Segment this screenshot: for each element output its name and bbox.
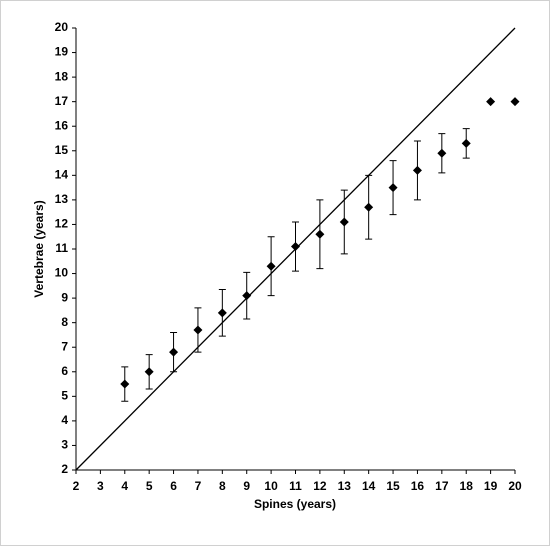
data-point [486,97,496,107]
y-tick-label: 18 [55,69,69,83]
data-point [193,325,203,335]
x-tick-label: 10 [264,479,278,493]
y-tick-label: 2 [61,462,68,476]
x-tick-label: 6 [170,479,177,493]
data-point [510,97,520,107]
y-tick-label: 16 [55,118,69,132]
x-tick-label: 11 [289,479,302,493]
y-tick-label: 9 [61,290,68,304]
x-tick-label: 7 [195,479,202,493]
y-tick-label: 19 [55,45,69,59]
y-tick-label: 7 [61,339,68,353]
y-tick-label: 6 [61,364,68,378]
data-point [339,217,349,227]
data-point [388,183,398,193]
data-point [169,347,179,357]
x-tick-label: 19 [484,479,498,493]
y-tick-label: 4 [61,413,68,427]
x-tick-label: 8 [219,479,226,493]
x-tick-label: 3 [97,479,104,493]
y-tick-label: 17 [55,94,69,108]
data-point [437,148,447,158]
x-tick-label: 13 [338,479,352,493]
x-tick-label: 16 [411,479,425,493]
y-tick-label: 5 [61,389,68,403]
x-tick-label: 18 [460,479,474,493]
x-tick-label: 14 [362,479,376,493]
x-tick-label: 20 [508,479,522,493]
data-point [266,261,276,271]
y-tick-label: 3 [61,438,68,452]
y-axis-label: Vertebrae (years) [32,200,46,297]
x-tick-label: 2 [73,479,80,493]
data-point [364,202,374,212]
y-tick-label: 15 [55,143,69,157]
y-tick-label: 20 [55,20,69,34]
x-tick-label: 4 [121,479,128,493]
data-point [217,308,227,318]
y-tick-label: 14 [55,168,69,182]
data-point [461,138,471,148]
y-tick-label: 12 [55,217,69,231]
data-point [291,242,300,252]
data-point [412,165,422,175]
y-tick-label: 13 [55,192,69,206]
data-point [144,367,154,377]
data-point [120,379,130,389]
data-point [242,291,252,301]
x-tick-label: 17 [435,479,449,493]
y-tick-label: 8 [61,315,68,329]
x-axis-label: Spines (years) [254,497,336,511]
x-tick-label: 9 [243,479,250,493]
data-point [315,229,325,239]
y-tick-label: 10 [55,266,69,280]
x-tick-label: 5 [146,479,153,493]
reference-line [75,27,516,471]
y-tick-label: 11 [55,241,68,255]
x-tick-label: 15 [386,479,400,493]
x-tick-label: 12 [313,479,327,493]
